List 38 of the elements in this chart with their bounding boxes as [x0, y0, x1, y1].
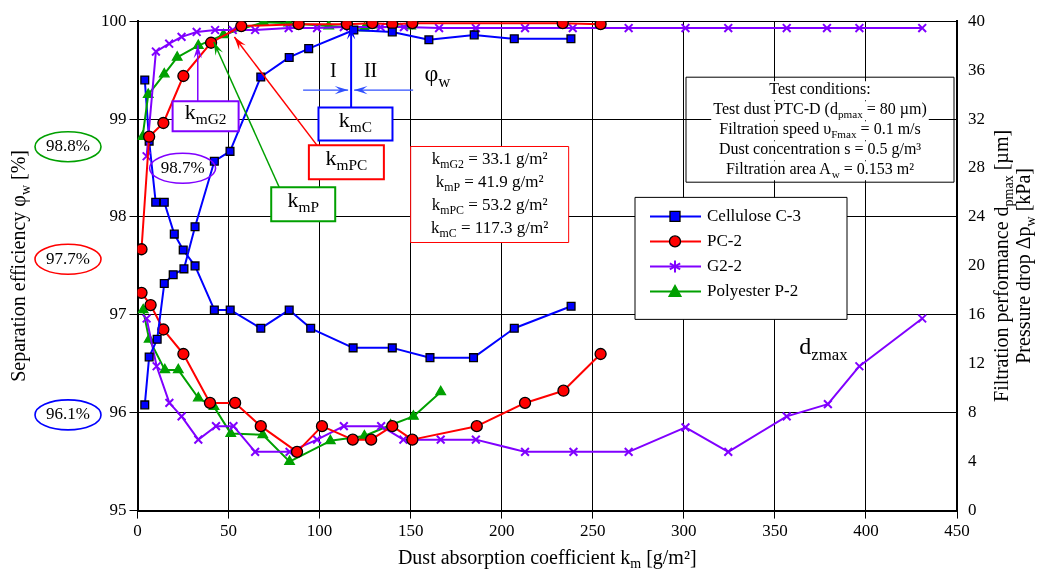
legend-label: G2-2: [707, 255, 742, 275]
y2-tick-label: 4: [968, 451, 977, 471]
text: 98.8%: [46, 136, 90, 156]
x-tick-label: 0: [133, 521, 142, 541]
x-tick-label: 300: [671, 521, 697, 541]
y-axis-title: Separation efficiency φw [%]: [7, 150, 33, 382]
text: 96.1%: [46, 404, 90, 424]
y-tick-label: 99: [109, 108, 127, 128]
y-tick-label: 97: [109, 304, 127, 324]
x-tick-label: 150: [397, 521, 424, 541]
x-tick-label: 350: [762, 521, 788, 541]
y2-tick-label: 20: [968, 255, 985, 275]
y-tick-label: 98: [109, 206, 127, 226]
legend-label: Polyester P-2: [707, 280, 799, 300]
y2-tick-label: 16: [968, 304, 985, 324]
annotation: II: [363, 59, 378, 82]
y2-tick-label: 28: [968, 157, 985, 177]
y2-tick-label: 12: [968, 353, 985, 373]
y2-tick-label: 8: [968, 402, 977, 422]
y-tick-label: 100: [101, 10, 127, 30]
annotation: I: [329, 59, 337, 82]
y2-tick-label: 36: [968, 59, 985, 79]
x-tick-label: 450: [944, 521, 970, 541]
y2-tick-label: 40: [968, 10, 985, 30]
legend-label: PC-2: [707, 230, 742, 250]
text: 97.7%: [46, 248, 90, 268]
legend-label: Cellulose C-3: [707, 205, 801, 225]
y2-tick-label: 32: [968, 108, 985, 128]
y-tick-label: 95: [109, 500, 127, 520]
x-tick-label: 100: [306, 521, 333, 541]
annotation: 98.7%: [160, 157, 205, 177]
y-tick-label: 96: [109, 402, 127, 422]
x-tick-label: 50: [220, 521, 238, 541]
x-tick-label: 400: [853, 521, 879, 541]
y2-tick-label: 24: [968, 206, 986, 226]
x-tick-label: 200: [488, 521, 515, 541]
x-tick-label: 250: [580, 521, 606, 541]
y2-tick-label: 0: [968, 500, 977, 520]
